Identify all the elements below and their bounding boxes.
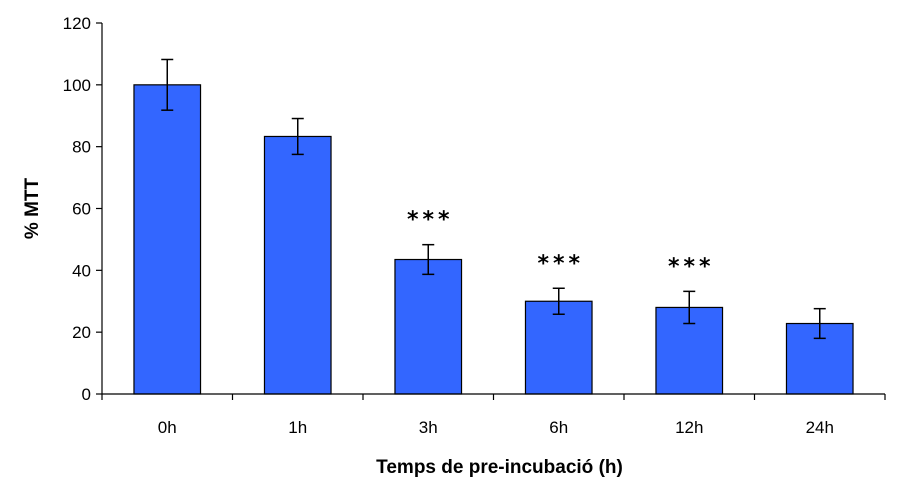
x-axis-ticks: 0h 1h 3h 6h 12h 24h: [101, 394, 886, 437]
x-tick-label-12h: 12h: [675, 418, 703, 437]
significance-markers: *** *** ***: [407, 208, 715, 280]
bar-3h: [394, 258, 463, 395]
bar-6h: [524, 300, 593, 395]
significance-3h: ***: [407, 208, 454, 233]
x-tick-label-1h: 1h: [288, 418, 307, 437]
bar-1h: [263, 135, 332, 395]
significance-6h: ***: [537, 251, 584, 276]
y-tick-label: 80: [72, 138, 91, 157]
y-axis-ticks: 0 20 40 60 80 100 120: [63, 14, 102, 404]
y-tick-label: 0: [82, 385, 91, 404]
y-tick-label: 60: [72, 200, 91, 219]
significance-12h: ***: [668, 254, 715, 279]
bar-0h: [133, 84, 202, 395]
x-axis-title: Temps de pre-incubació (h): [376, 457, 623, 478]
y-axis-title: % MTT: [22, 178, 43, 240]
x-tick-label-6h: 6h: [549, 418, 568, 437]
bars: [133, 84, 854, 395]
x-tick-label-3h: 3h: [419, 418, 438, 437]
y-tick-label: 20: [72, 323, 91, 342]
x-tick-label-24h: 24h: [806, 418, 834, 437]
error-bars: [161, 58, 826, 340]
y-tick-label: 120: [63, 14, 91, 33]
y-tick-label: 40: [72, 261, 91, 280]
x-tick-label-0h: 0h: [158, 418, 177, 437]
y-tick-label: 100: [63, 76, 91, 95]
